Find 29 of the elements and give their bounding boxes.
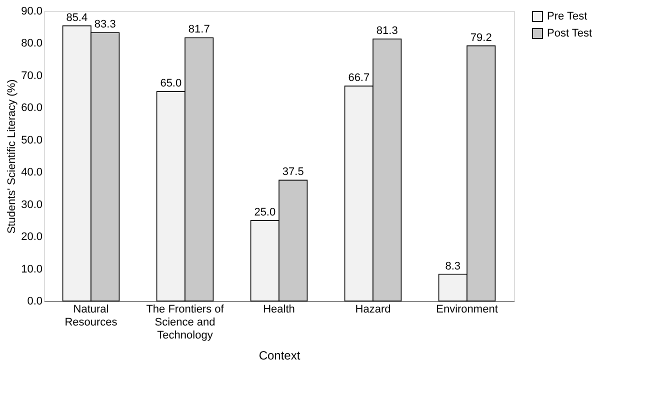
y-tick-label: 50.0 bbox=[21, 134, 42, 146]
y-tick-label: 80.0 bbox=[21, 38, 42, 50]
data-label: 81.3 bbox=[376, 25, 398, 38]
y-tick-label: 60.0 bbox=[21, 102, 42, 114]
x-axis-title: Context bbox=[258, 348, 301, 362]
data-label: 81.7 bbox=[188, 24, 210, 36]
data-label: 8.3 bbox=[445, 260, 461, 272]
y-tick-label: 10.0 bbox=[21, 263, 42, 276]
legend-label: Post Test bbox=[547, 28, 592, 40]
x-tick-label: Hazard bbox=[355, 304, 391, 316]
data-label: 79.2 bbox=[470, 32, 492, 44]
data-label: 65.0 bbox=[160, 78, 182, 90]
y-axis-title: Students' Scientific Literacy (%) bbox=[6, 79, 18, 234]
x-tick-label: Natural Resources bbox=[64, 304, 118, 328]
y-tick-label: 70.0 bbox=[21, 70, 42, 82]
x-tick-label: Environment bbox=[436, 304, 498, 316]
y-tick-label: 90.0 bbox=[21, 6, 42, 18]
y-tick-label: 0.0 bbox=[27, 296, 42, 308]
y-tick-label: 40.0 bbox=[21, 166, 42, 179]
data-label: 66.7 bbox=[348, 72, 370, 84]
x-tick-label: The Frontiers of Science and Technology bbox=[146, 304, 225, 342]
legend-label: Pre Test bbox=[547, 10, 588, 22]
data-label: 37.5 bbox=[282, 166, 304, 178]
y-tick-label: 20.0 bbox=[21, 231, 42, 244]
data-label: 25.0 bbox=[254, 206, 276, 218]
data-label: 85.4 bbox=[66, 12, 88, 24]
x-tick-label: Health bbox=[263, 304, 295, 316]
y-tick-label: 30.0 bbox=[21, 198, 42, 211]
data-label: 83.3 bbox=[94, 18, 116, 31]
